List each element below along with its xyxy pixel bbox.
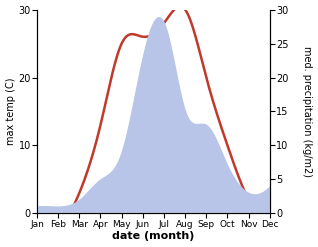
Y-axis label: med. precipitation (kg/m2): med. precipitation (kg/m2)	[302, 46, 313, 177]
Y-axis label: max temp (C): max temp (C)	[5, 78, 16, 145]
X-axis label: date (month): date (month)	[112, 231, 195, 242]
